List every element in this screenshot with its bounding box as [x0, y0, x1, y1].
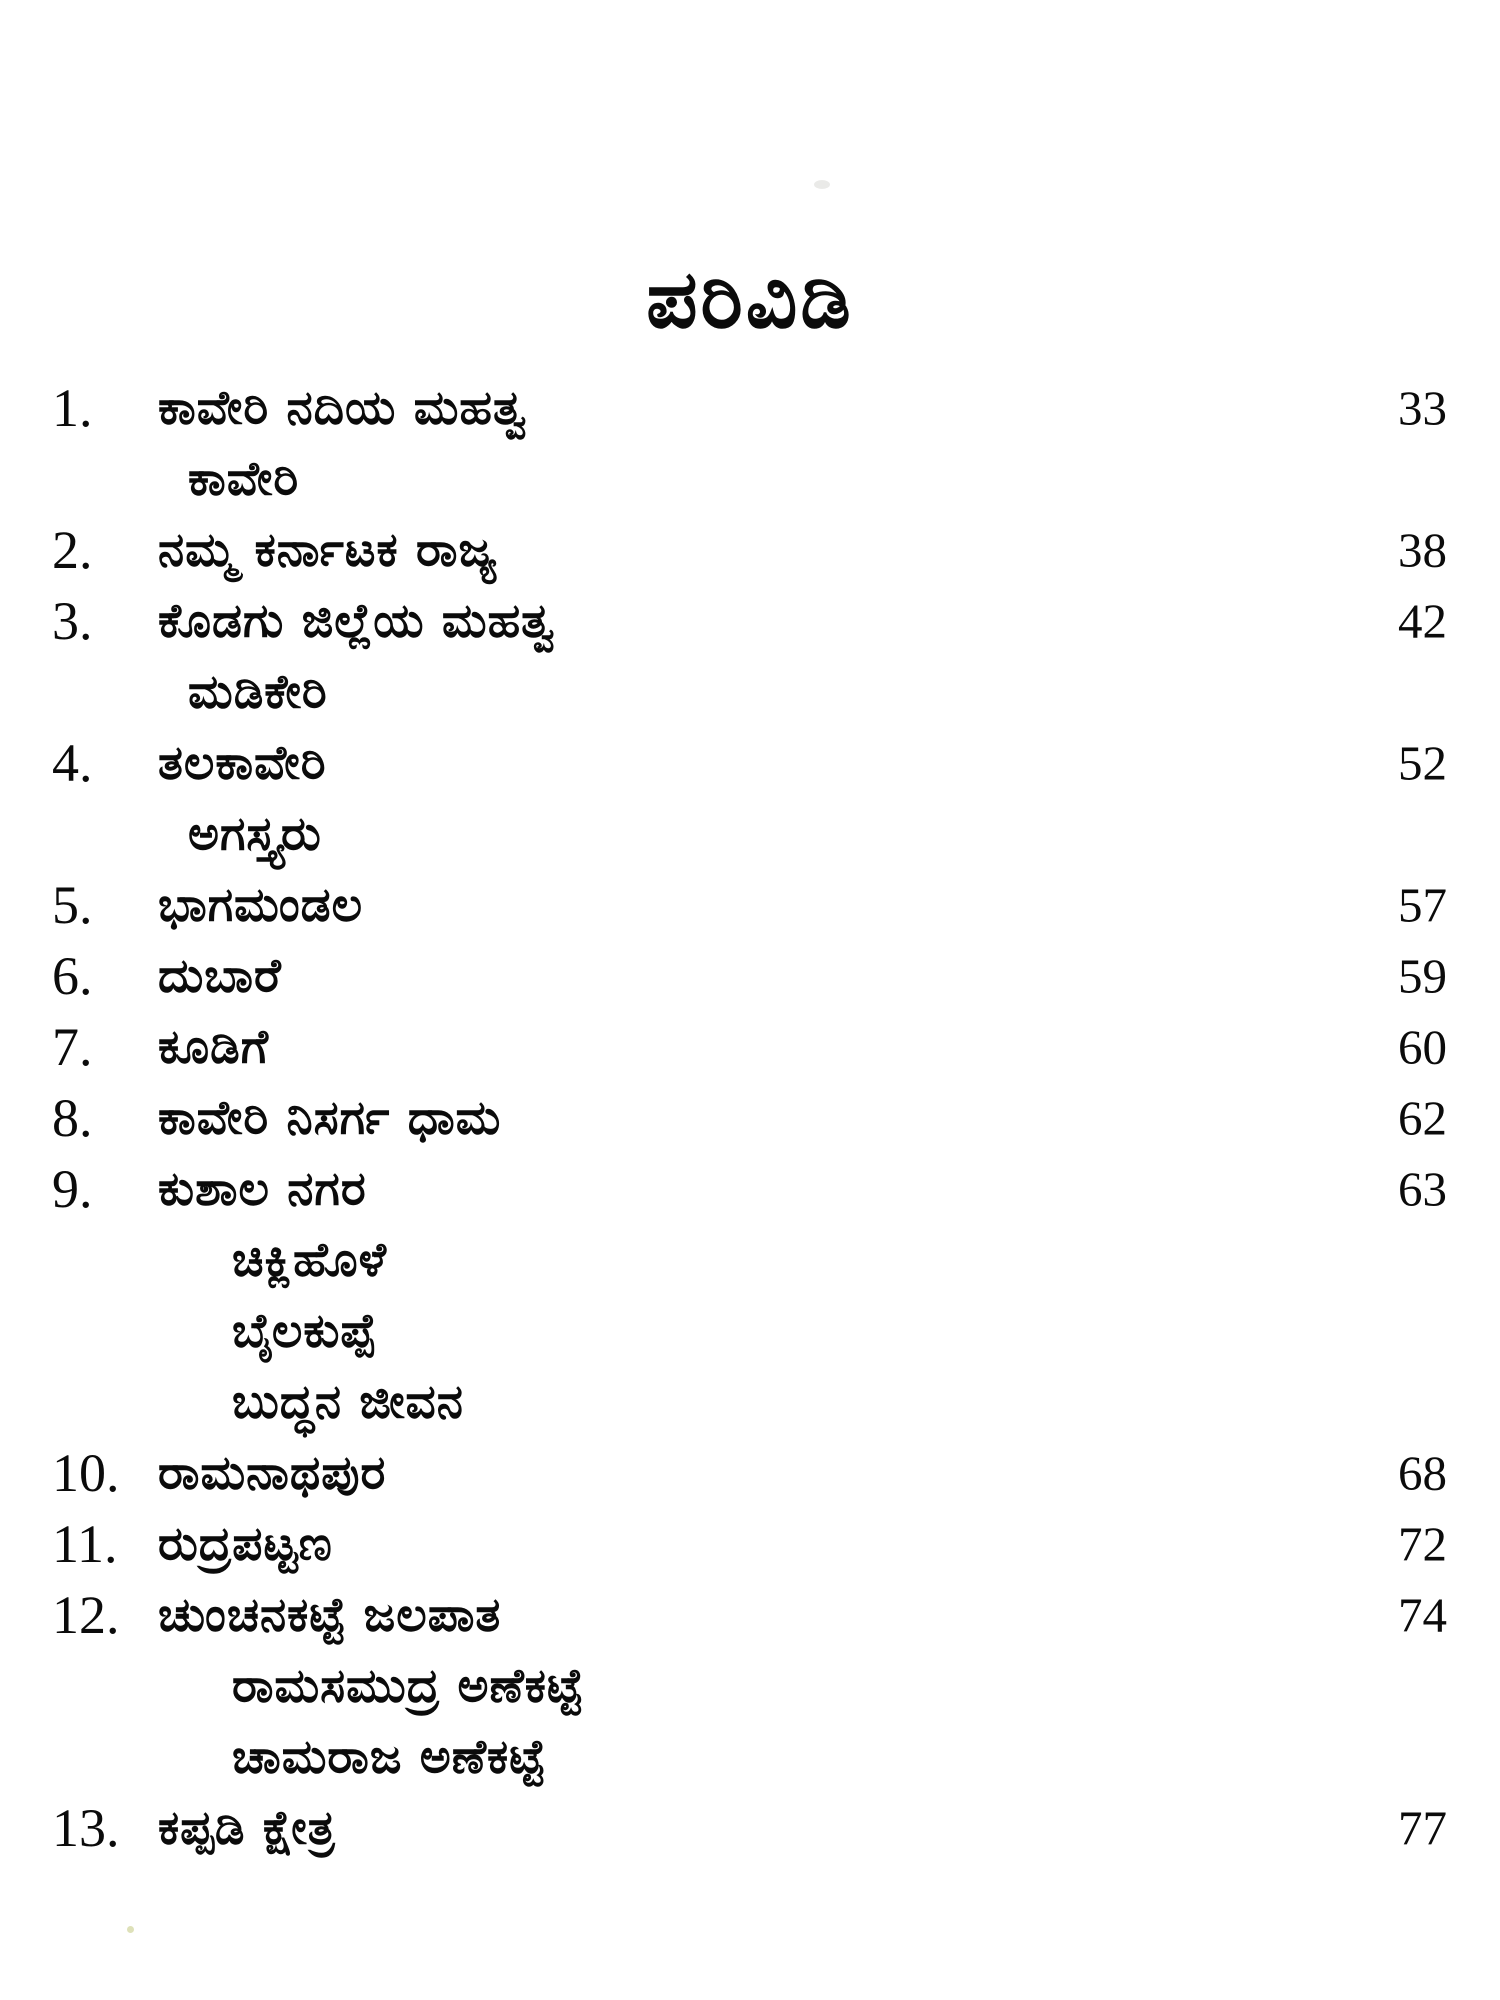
entry-number: 9.: [52, 1158, 93, 1219]
toc-entry: 13. ಕಪ್ಪಡಿ ಕ್ಷೇತ್ರ 77: [0, 1792, 1500, 1863]
entry-page-number: 42: [1398, 593, 1447, 648]
toc-entry: 3. ಕೊಡಗು ಜಿಲ್ಲೆಯ ಮಹತ್ವ 42: [0, 585, 1500, 656]
entry-title: ಕಾವೇರಿ ನಿಸರ್ಗ ಧಾಮ: [158, 1090, 502, 1145]
entry-number: 11.: [52, 1513, 118, 1574]
entry-title: ಕಾವೇರಿ ನದಿಯ ಮಹತ್ವ: [158, 380, 528, 435]
toc-sub-entry: ಚಿಕ್ಲಿಹೊಳೆ: [0, 1224, 1500, 1295]
entry-number: 7.: [52, 1016, 93, 1077]
sub-entry-title: ಅಗಸ್ತ್ಯರು: [188, 806, 322, 861]
toc-sub-entry: ಚಾಮರಾಜ ಅಣೆಕಟ್ಟೆ: [0, 1721, 1500, 1792]
entry-page-number: 60: [1398, 1019, 1447, 1074]
toc-entry: 11. ರುದ್ರಪಟ್ಟಣ 72: [0, 1508, 1500, 1579]
sub-entry-title: ಚಿಕ್ಲಿಹೊಳೆ: [232, 1232, 388, 1287]
entry-page-number: 33: [1398, 380, 1447, 435]
toc-sub-entry: ಬೈಲಕುಪ್ಪೆ: [0, 1295, 1500, 1366]
entry-title: ನಮ್ಮ ಕರ್ನಾಟಕ ರಾಜ್ಯ: [158, 522, 498, 577]
page-title: ಪರಿವಿಡಿ: [646, 252, 854, 346]
sub-entry-title: ಮಡಿಕೇರಿ: [188, 664, 328, 719]
entry-page-number: 57: [1398, 877, 1447, 932]
entry-page-number: 72: [1398, 1516, 1447, 1571]
entry-page-number: 74: [1398, 1587, 1447, 1642]
entry-number: 13.: [52, 1797, 120, 1858]
sub-entry-title: ಚಾಮರಾಜ ಅಣೆಕಟ್ಟೆ: [232, 1729, 547, 1784]
entry-number: 5.: [52, 874, 93, 935]
toc-entry: 12. ಚುಂಚನಕಟ್ಟೆ ಜಲಪಾತ 74: [0, 1579, 1500, 1650]
toc-sub-entry: ಬುದ್ಧನ ಜೀವನ: [0, 1366, 1500, 1437]
entry-number: 3.: [52, 590, 93, 651]
entry-title: ಕಪ್ಪಡಿ ಕ್ಷೇತ್ರ: [158, 1800, 336, 1855]
entry-number: 1.: [52, 377, 93, 438]
entry-number: 2.: [52, 519, 93, 580]
entry-page-number: 68: [1398, 1445, 1447, 1500]
toc-entry: 2. ನಮ್ಮ ಕರ್ನಾಟಕ ರಾಜ್ಯ 38: [0, 514, 1500, 585]
toc-entry: 7. ಕೂಡಿಗೆ 60: [0, 1011, 1500, 1082]
toc-entry: 6. ದುಬಾರೆ 59: [0, 940, 1500, 1011]
entry-page-number: 77: [1398, 1800, 1447, 1855]
entry-page-number: 52: [1398, 735, 1447, 790]
sub-entry-title: ಬುದ್ಧನ ಜೀವನ: [232, 1374, 464, 1429]
entry-title: ಕುಶಾಲ ನಗರ: [158, 1161, 367, 1216]
sub-entry-title: ರಾಮಸಮುದ್ರ ಅಣೆಕಟ್ಟೆ: [232, 1658, 584, 1713]
toc-entry: 9. ಕುಶಾಲ ನಗರ 63: [0, 1153, 1500, 1224]
entry-title: ಚುಂಚನಕಟ್ಟೆ ಜಲಪಾತ: [158, 1587, 502, 1642]
entry-page-number: 62: [1398, 1090, 1447, 1145]
entry-title: ರುದ್ರಪಟ್ಟಣ: [158, 1516, 333, 1571]
scan-speck: [127, 1926, 134, 1933]
toc-entry: 8. ಕಾವೇರಿ ನಿಸರ್ಗ ಧಾಮ 62: [0, 1082, 1500, 1153]
entry-number: 6.: [52, 945, 93, 1006]
entry-number: 10.: [52, 1442, 120, 1503]
entry-title: ಕೊಡಗು ಜಿಲ್ಲೆಯ ಮಹತ್ವ: [158, 593, 556, 648]
entry-number: 12.: [52, 1584, 120, 1645]
toc-sub-entry: ಅಗಸ್ತ್ಯರು: [0, 798, 1500, 869]
sub-entry-title: ಕಾವೇರಿ: [188, 451, 300, 506]
toc-sub-entry: ಕಾವೇರಿ: [0, 443, 1500, 514]
entry-number: 4.: [52, 732, 93, 793]
table-of-contents: 1. ಕಾವೇರಿ ನದಿಯ ಮಹತ್ವ 33 ಕಾವೇರಿ 2. ನಮ್ಮ ಕ…: [0, 372, 1500, 1863]
entry-title: ರಾಮನಾಥಪುರ: [158, 1445, 387, 1500]
sub-entry-title: ಬೈಲಕುಪ್ಪೆ: [232, 1303, 378, 1358]
toc-entry: 1. ಕಾವೇರಿ ನದಿಯ ಮಹತ್ವ 33: [0, 372, 1500, 443]
entry-title: ಭಾಗಮಂಡಲ: [158, 877, 364, 932]
toc-entry: 4. ತಲಕಾವೇರಿ 52: [0, 727, 1500, 798]
toc-entry: 5. ಭಾಗಮಂಡಲ 57: [0, 869, 1500, 940]
toc-entry: 10. ರಾಮನಾಥಪುರ 68: [0, 1437, 1500, 1508]
entry-title: ದುಬಾರೆ: [158, 948, 282, 1003]
toc-sub-entry: ರಾಮಸಮುದ್ರ ಅಣೆಕಟ್ಟೆ: [0, 1650, 1500, 1721]
entry-title: ಕೂಡಿಗೆ: [158, 1019, 270, 1074]
toc-sub-entry: ಮಡಿಕೇರಿ: [0, 656, 1500, 727]
entry-number: 8.: [52, 1087, 93, 1148]
entry-page-number: 63: [1398, 1161, 1447, 1216]
entry-page-number: 59: [1398, 948, 1447, 1003]
entry-title: ತಲಕಾವೇರಿ: [158, 735, 327, 790]
scan-smudge: [814, 180, 830, 189]
entry-page-number: 38: [1398, 522, 1447, 577]
